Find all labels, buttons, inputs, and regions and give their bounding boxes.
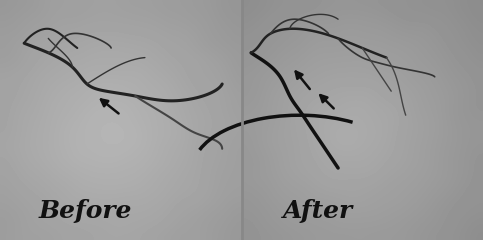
Text: Before: Before <box>39 199 132 223</box>
Text: After: After <box>283 199 353 223</box>
